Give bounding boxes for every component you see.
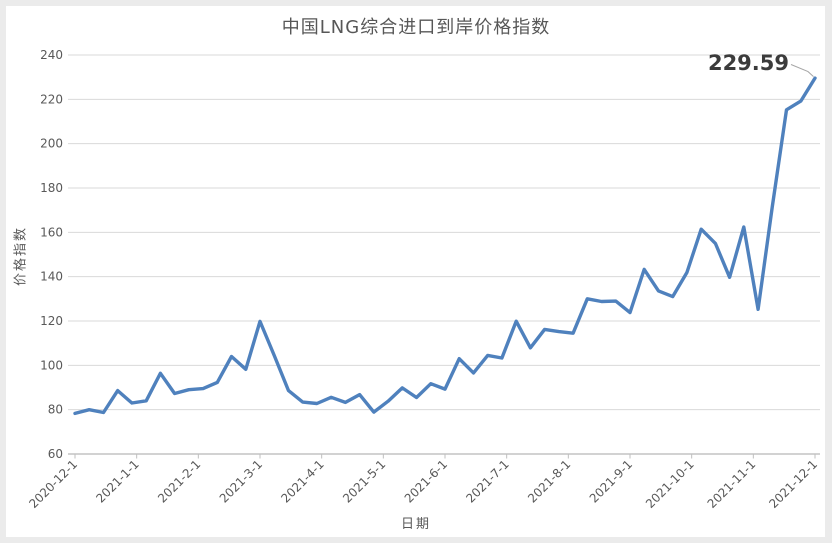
x-tick-label: 2021-1-1 [93,457,141,505]
y-tick-label: 240 [40,48,63,62]
x-tick-label: 2021-3-1 [217,457,265,505]
window-frame-top [0,0,832,6]
x-tick-label: 2021-10-1 [643,457,697,511]
y-tick-label: 60 [48,447,63,461]
x-tick-label: 2020-12-1 [26,457,80,511]
window-frame-right [825,0,832,543]
y-tick-label: 220 [40,92,63,106]
x-tick-label: 2021-11-1 [705,457,759,511]
x-tick-label: 2021-8-1 [525,457,573,505]
data-label-leader-line [790,64,814,77]
x-axis-title: 日期 [400,517,431,532]
x-tick-label: 2021-2-1 [155,457,203,505]
y-axis-title: 价格指数 [13,225,29,287]
y-tick-label: 120 [40,314,63,328]
y-tick-label: 200 [40,137,63,151]
x-tick-label: 2021-9-1 [587,457,635,505]
y-tick-label: 80 [48,403,63,417]
chart-title: 中国LNG综合进口到岸价格指数 [281,17,551,38]
window-frame-bottom [0,537,832,543]
x-tick-label: 2021-5-1 [340,457,388,505]
x-tick-label: 2021-7-1 [463,457,511,505]
last-point-data-label: 229.59 [707,51,789,75]
x-tick-label: 2021-4-1 [278,457,326,505]
x-tick-label: 2021-12-1 [766,457,820,511]
price-index-line-series [73,76,817,416]
window-frame-left [0,0,6,543]
y-tick-label: 160 [40,225,63,239]
x-tick-label: 2021-6-1 [402,457,450,505]
y-tick-label: 100 [40,358,63,372]
y-tick-label: 140 [40,270,63,284]
y-tick-label: 180 [40,181,63,195]
